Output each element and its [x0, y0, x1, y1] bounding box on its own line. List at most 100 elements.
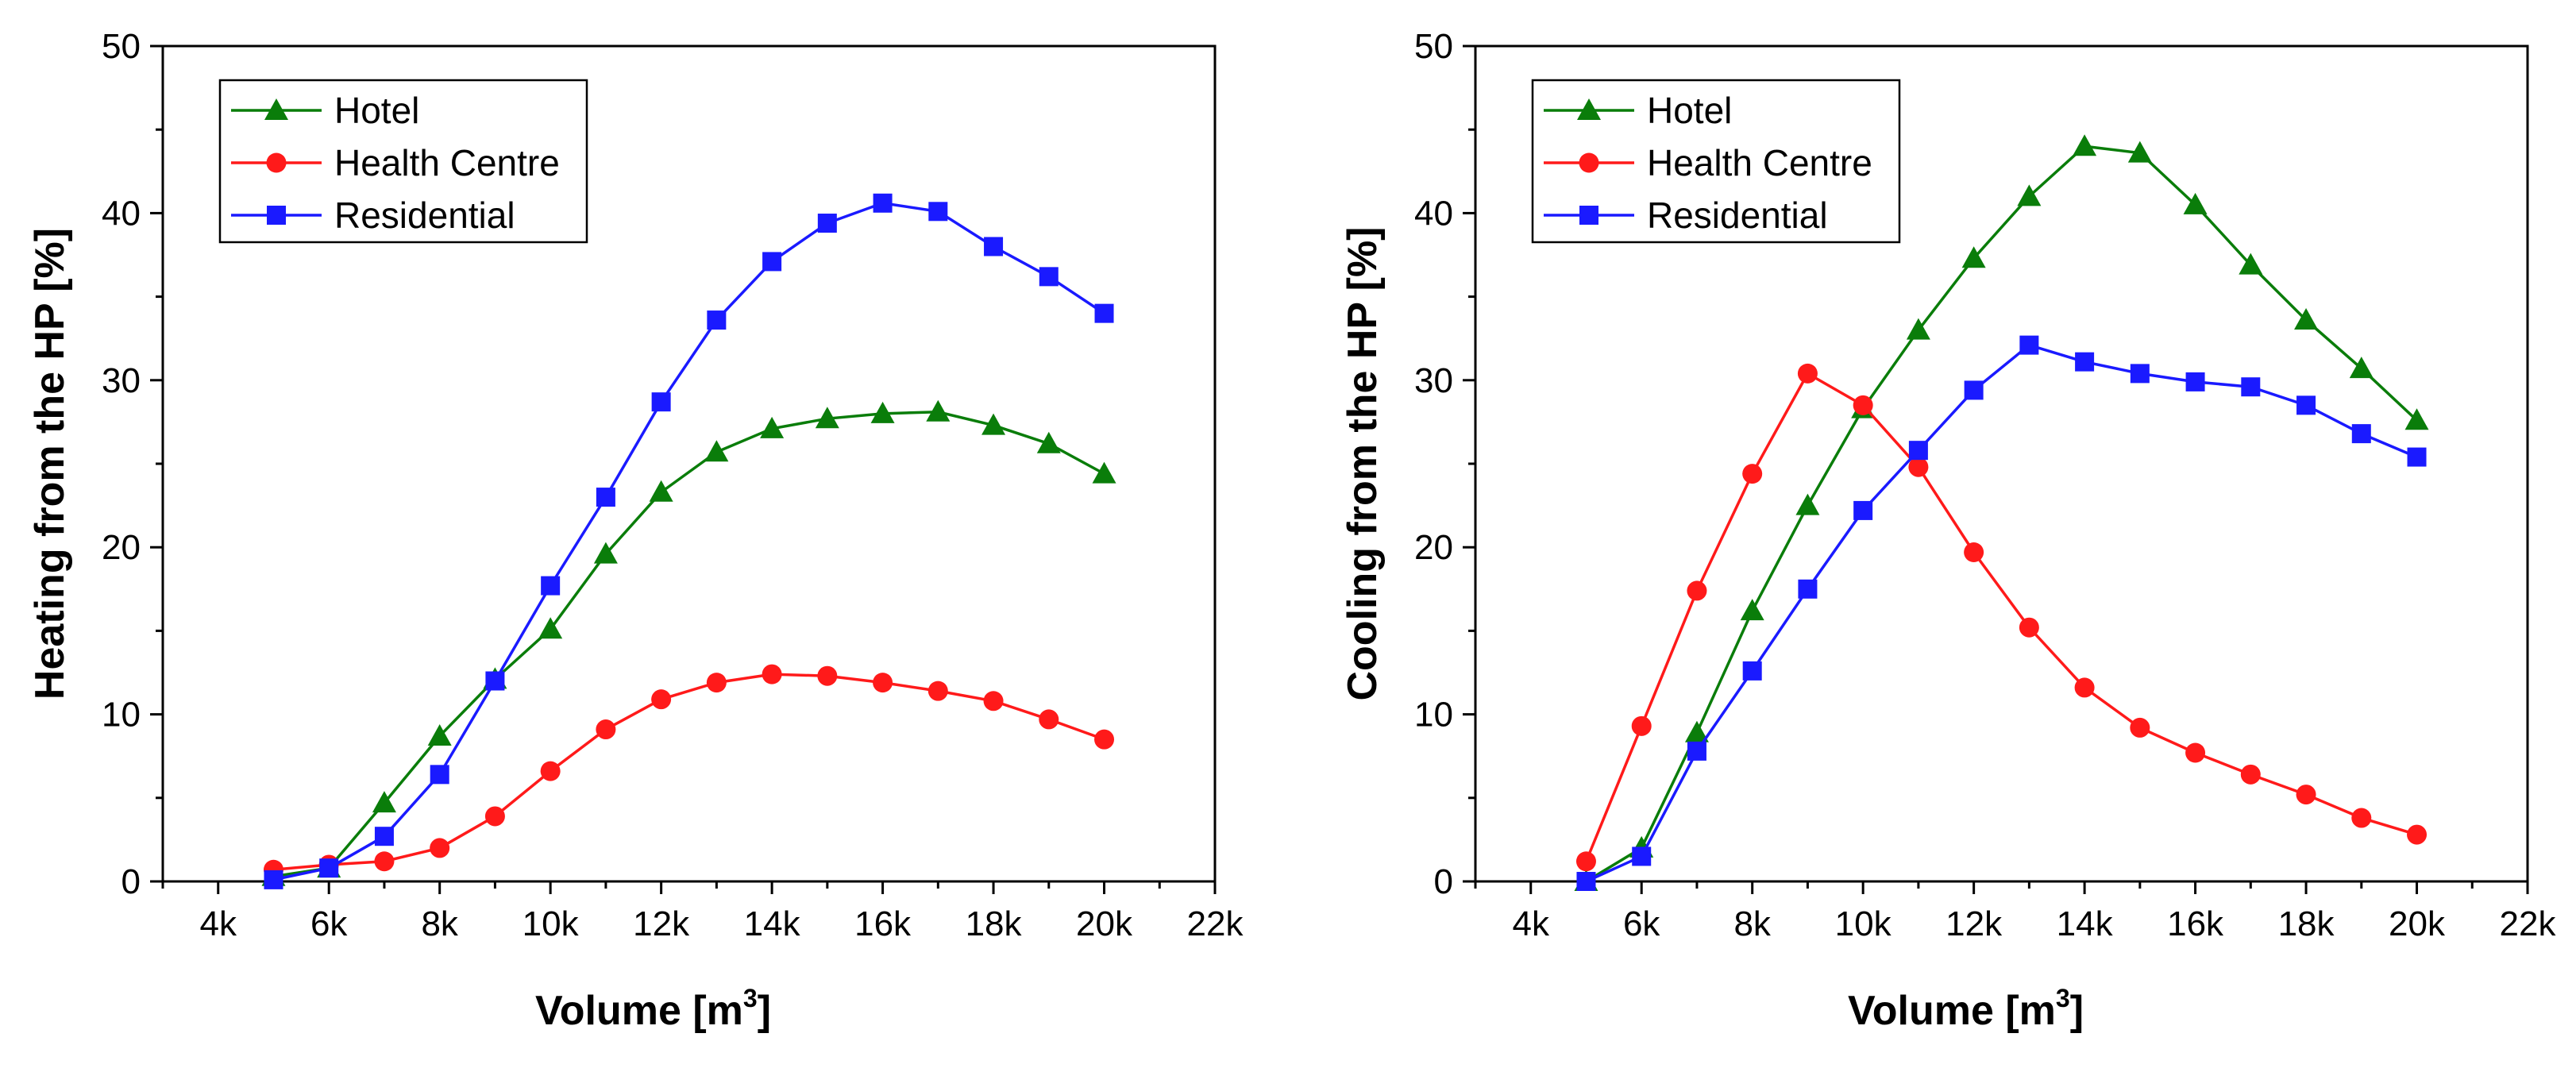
y-tick-label: 10 [102, 696, 141, 735]
data-point [2017, 184, 2042, 206]
data-point [1576, 872, 1596, 891]
x-tick-label: 6k [1623, 904, 1660, 943]
data-point [427, 723, 452, 746]
data-point [2019, 335, 2039, 355]
x-tick-label: 8k [421, 904, 458, 943]
data-point [1908, 441, 1928, 461]
series-line [1585, 145, 2418, 883]
y-tick-label: 0 [1434, 862, 1453, 901]
series-line [1584, 371, 2418, 862]
data-point [1961, 246, 1986, 268]
chart-panel-2: 4k 6k 8k 10k 12k 14k 16k 18k 20k 22k 0 10 20 30 40 50 Vo… [1340, 27, 2556, 1034]
data-point [1631, 715, 1652, 736]
legend-label: Residential [334, 195, 515, 236]
y-tick-label: 0 [121, 862, 141, 901]
legend-label: Hotel [334, 90, 419, 131]
data-point [1798, 579, 1818, 599]
y-tick-label: 20 [1414, 528, 1453, 567]
data-point [762, 252, 782, 272]
y-tick-label: 10 [1414, 696, 1453, 735]
data-point [2130, 364, 2150, 384]
data-point [2240, 764, 2261, 785]
x-tick-label: 4k [1512, 904, 1549, 943]
data-point [651, 689, 672, 710]
data-point [596, 719, 616, 740]
y-tick-label: 50 [102, 27, 141, 66]
data-point [1964, 380, 1984, 400]
data-point [374, 851, 395, 872]
data-point [1906, 318, 1930, 340]
data-point [870, 401, 895, 423]
data-point [983, 691, 1004, 711]
legend-label: Hotel [1647, 90, 1732, 131]
data-point [1039, 709, 1059, 730]
legend: Hotel Health Centre Residential [218, 79, 588, 244]
x-tick-label: 16k [854, 904, 912, 943]
data-point [926, 399, 951, 422]
data-point [873, 193, 893, 213]
x-tick-label: 18k [2278, 904, 2335, 943]
x-tick-label: 12k [1945, 904, 2003, 943]
data-point [704, 440, 729, 462]
chart-panel-1: 4k 6k 8k 10k 12k 14k 16k 18k 20k 22k 0 10 20 30 40 50 Vo… [27, 27, 1244, 1034]
x-tick-label: 12k [633, 904, 690, 943]
series-hotel [261, 399, 1116, 886]
data-point [762, 664, 782, 684]
data-point [1795, 493, 1820, 515]
data-point [817, 665, 838, 686]
data-point [1740, 599, 1764, 621]
data-point [1036, 431, 1061, 453]
x-tick-label: 20k [1076, 904, 1133, 943]
data-point [2130, 717, 2150, 738]
legend-marker [266, 152, 287, 173]
y-tick-label: 50 [1414, 27, 1453, 66]
data-point [2351, 424, 2371, 444]
series-line [1585, 343, 2418, 883]
series-line [273, 673, 1105, 872]
data-point [2073, 134, 2097, 156]
data-point [596, 488, 615, 507]
data-point [264, 870, 283, 889]
data-point [593, 542, 618, 564]
x-tick-label: 10k [523, 904, 580, 943]
y-tick-label: 40 [1414, 194, 1453, 233]
series-health-centre [263, 664, 1115, 880]
data-point [540, 761, 561, 781]
x-tick-label: 10k [1835, 904, 1892, 943]
legend-marker [1579, 152, 1599, 173]
data-point [1687, 580, 1707, 601]
x-axis-title: Volume [m3] [535, 984, 771, 1034]
series-health-centre [1575, 363, 2428, 872]
data-point [984, 237, 1004, 256]
data-point [1908, 457, 1929, 477]
x-tick-label: 6k [310, 904, 348, 943]
data-point [2183, 192, 2208, 214]
x-tick-label: 22k [2500, 904, 2557, 943]
legend-marker [267, 206, 286, 225]
series-hotel [1574, 134, 2429, 891]
data-point [2239, 253, 2263, 275]
x-tick-label: 20k [2389, 904, 2446, 943]
data-point [319, 858, 339, 878]
data-point [1687, 741, 1706, 761]
data-point [707, 310, 727, 330]
data-point [1853, 500, 1873, 520]
y-tick-label: 20 [102, 528, 141, 567]
data-point [651, 392, 671, 412]
data-point [1742, 661, 1762, 681]
series-residential [264, 193, 1114, 889]
data-point [760, 416, 785, 438]
legend-label: Health Centre [334, 142, 560, 183]
data-point [2404, 408, 2429, 430]
data-point [2075, 352, 2095, 372]
series-line [273, 201, 1105, 881]
data-point [372, 791, 396, 813]
y-tick-label: 30 [1414, 361, 1453, 400]
y-axis-title: Heating from the HP [%] [27, 228, 73, 700]
data-point [2296, 785, 2316, 805]
x-tick-label: 22k [1187, 904, 1244, 943]
data-point [1039, 267, 1059, 287]
data-point [2074, 677, 2095, 698]
data-point [1797, 363, 1818, 384]
data-point [1742, 464, 1763, 484]
